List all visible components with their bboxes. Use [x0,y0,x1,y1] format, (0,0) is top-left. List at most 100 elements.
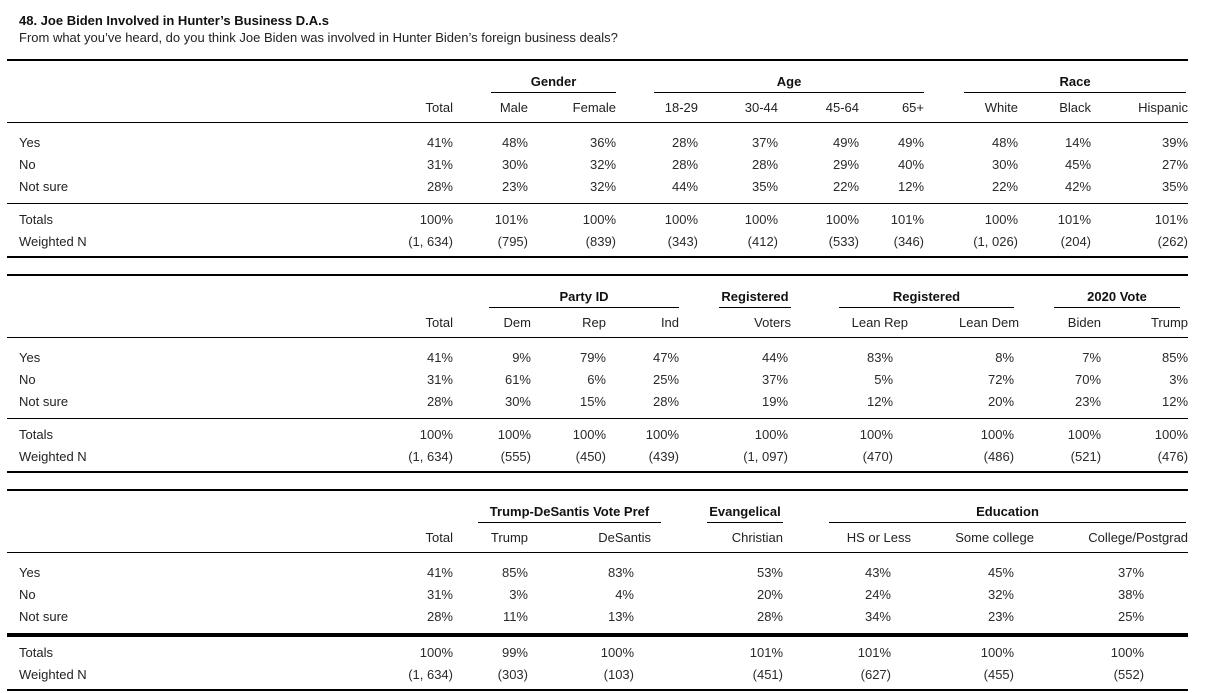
column-header-trump: Trump [453,523,528,553]
group-evangelical: Evangelical [661,490,783,523]
value-cell: 6% [587,371,606,387]
value-cell: 48% [501,134,528,150]
value-cell: 12% [1162,393,1189,409]
group-2020-vote: 2020 Vote [1019,275,1188,308]
value-cell: 34% [864,608,891,624]
value-cell: 100% [791,418,909,445]
value-cell: (303) [497,666,528,682]
value-cell: (1, 634) [408,666,453,682]
value-cell: 47% [652,349,680,365]
value-cell: (455) [983,666,1014,682]
value-cell: 43% [864,564,891,580]
value-cell: 20% [756,586,783,602]
value-cell: 13% [607,608,634,624]
column-header-lean-rep: Lean Rep [791,308,909,338]
group-label: Gender [491,74,617,93]
value-cell: 61% [504,371,531,387]
column-header-lean-dem: Lean Dem [908,308,1020,338]
value-cell: 25% [1118,608,1145,624]
column-header-row: Total Male Female 18-29 30-44 45-64 65+ … [7,93,1189,123]
value-cell: 32% [589,178,617,194]
value-cell: (795) [497,233,528,249]
value-cell: 101% [1018,203,1092,230]
value-cell: (627) [860,666,891,682]
column-header-65plus: 65+ [859,93,925,123]
value-cell: 28% [652,393,680,409]
value-cell: (451) [752,666,783,682]
value-cell: 100% [453,418,531,445]
value-cell: 36% [589,134,617,150]
column-header-total: Total [307,308,453,338]
value-cell: (476) [1157,448,1189,464]
value-cell: (103) [603,666,634,682]
group-label: Evangelical [707,504,783,523]
row-label: Weighted N [19,666,87,682]
table-row: Totals 100% 99% 100% 101% 101% 100% 100% [7,633,1189,663]
value-cell: 100% [1034,633,1189,663]
column-header-voters: Voters [679,308,792,338]
value-cell: 100% [307,418,453,445]
column-header-female: Female [528,93,617,123]
value-cell: 3% [509,586,528,602]
value-cell: 31% [426,371,453,387]
value-cell: 3% [1169,371,1189,387]
column-header-male: Male [453,93,528,123]
table-row: Totals 100% 101% 100% 100% 100% 100% 101% 100% 10… [7,203,1189,230]
value-cell: 11% [502,608,528,624]
group-registered-lean: Registered [791,275,1019,308]
group-education: Education [783,490,1188,523]
question-title: 48. Joe Biden Involved in Hunter’s Busin… [19,13,329,28]
value-cell: (1, 026) [973,233,1019,249]
value-cell: 37% [761,371,789,387]
value-cell: 45% [1064,156,1092,172]
row-label: Yes [19,564,41,580]
value-cell: 44% [761,349,789,365]
value-cell: 100% [924,203,1019,230]
value-cell: 39% [1161,134,1189,150]
value-cell: 100% [606,418,680,445]
value-cell: 101% [783,633,911,663]
value-cell: 100% [528,633,661,663]
crosstab-party-registration: Party ID Registered Registered 2020 Vote… [7,274,1189,473]
value-cell: 12% [897,178,925,194]
row-label: Totals [7,633,307,663]
value-cell: 32% [589,156,617,172]
value-cell: 40% [897,156,925,172]
value-cell: 20% [988,393,1015,409]
value-cell: 41% [426,349,453,365]
column-header-dem: Dem [453,308,531,338]
value-cell: (1, 634) [408,448,453,464]
value-cell: (412) [747,233,779,249]
group-gender: Gender [453,60,617,93]
value-cell: 9% [512,349,531,365]
group-label: Education [829,504,1187,523]
row-label: Yes [19,349,41,365]
value-cell: 22% [991,178,1019,194]
row-label: Not sure [19,608,69,624]
value-cell: 5% [874,371,894,387]
column-header-trump: Trump [1101,308,1189,338]
value-cell: 83% [866,349,894,365]
group-spacer [7,60,453,93]
row-label: No [19,156,36,172]
group-registered: Registered [679,275,792,308]
value-cell: (470) [862,448,894,464]
column-header-desantis: DeSantis [528,523,661,553]
value-cell: 100% [1101,418,1189,445]
value-cell: 83% [607,564,634,580]
row-label-header [7,93,307,123]
value-cell: (343) [667,233,699,249]
value-cell: 15% [579,393,606,409]
value-cell: 85% [501,564,528,580]
value-cell: (555) [500,448,531,464]
table-row: Weighted N (1, 634) (795) (839) (343) (412) (5… [7,230,1188,257]
value-cell: 29% [832,156,860,172]
value-cell: (439) [648,448,680,464]
value-cell: 28% [751,156,779,172]
column-header-college-postgrad: College/Postgrad [1034,523,1189,553]
value-cell: 100% [911,633,1034,663]
column-header-total: Total [307,93,453,123]
row-label: No [19,371,36,387]
value-cell: (521) [1070,448,1102,464]
value-cell: 8% [995,349,1015,365]
